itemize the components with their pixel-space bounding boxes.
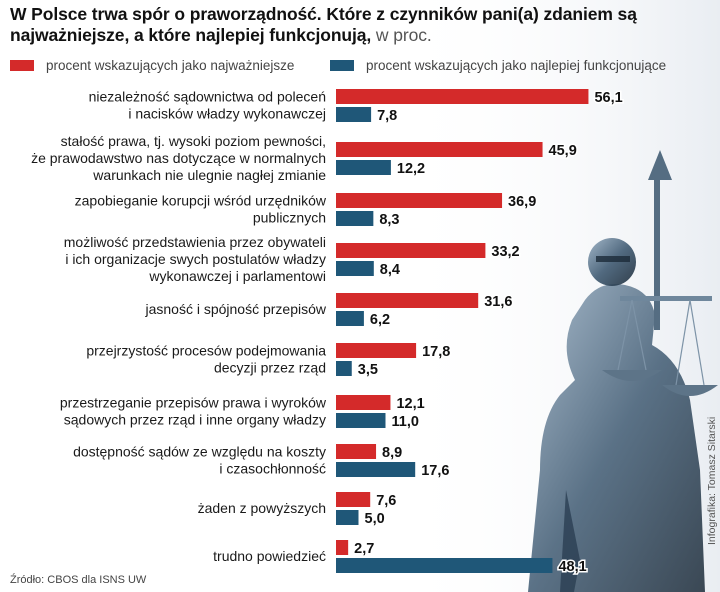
bar-functioning — [336, 311, 364, 326]
category-row: przestrzeganie przepisów prawa i wyroków… — [60, 395, 426, 432]
category-label: wykonawczej i parlamentowi — [148, 268, 326, 284]
value-label-functioning: 8,3 — [379, 212, 399, 228]
bar-important — [336, 193, 503, 208]
legend-item-important: procent wskazujących jako najważniejsze — [10, 58, 294, 73]
category-label: przestrzeganie przepisów prawa i wyroków — [60, 395, 327, 411]
category-row: zapobieganie korupcji wśród urzędnikówpu… — [75, 193, 538, 230]
bar-functioning — [336, 261, 374, 276]
chart-title-main: W Polsce trwa spór o praworządność. Któr… — [10, 4, 637, 45]
value-label-important: 36,9 — [508, 194, 536, 210]
bar-important — [336, 293, 479, 308]
value-label-important: 45,9 — [549, 143, 577, 159]
category-label: jasność i spójność przepisów — [144, 301, 326, 317]
category-label: decyzji przez rząd — [214, 360, 326, 376]
category-label: możliwość przedstawienia przez obywateli — [64, 234, 326, 250]
category-label: zapobieganie korupcji wśród urzędników — [75, 193, 327, 209]
bar-important — [336, 540, 349, 555]
value-label-functioning: 6,2 — [370, 312, 390, 328]
category-label: publicznych — [253, 210, 326, 226]
category-row: przejrzystość procesów podejmowaniadecyz… — [86, 343, 452, 380]
value-label-functioning: 5,0 — [365, 511, 385, 527]
category-row: jasność i spójność przepisów 31,6 6,2 — [144, 293, 513, 330]
chart-title-unit: w proc. — [371, 25, 432, 45]
bar-important — [336, 395, 391, 410]
value-label-functioning: 17,6 — [421, 463, 449, 479]
category-row: możliwość przedstawienia przez obywateli… — [64, 234, 521, 284]
bar-functioning — [336, 211, 374, 226]
bar-important — [336, 444, 377, 459]
bar-important — [336, 142, 543, 157]
category-label: i ich organizacje swych postulatów władz… — [65, 251, 326, 267]
bar-functioning — [336, 558, 553, 573]
category-label: i czasochłonność — [219, 461, 326, 477]
category-label: sądowych przez rząd i inne organy władzy — [64, 412, 326, 428]
value-label-important: 31,6 — [484, 294, 512, 310]
category-label: niezależność sądownictwa od poleceń — [89, 89, 326, 105]
category-label: stałość prawa, tj. wysoki poziom pewnośc… — [61, 133, 326, 149]
legend-swatch-important — [10, 60, 34, 71]
value-label-important: 2,7 — [354, 541, 374, 557]
legend-label-functioning: procent wskazujących jako najlepiej funk… — [366, 58, 667, 73]
value-label-functioning: 3,5 — [358, 362, 378, 378]
category-label: trudno powiedzieć — [213, 548, 326, 564]
value-label-important: 8,9 — [382, 445, 402, 461]
bar-important — [336, 343, 417, 358]
category-label: warunkach nie ulegnie nagłej zmianie — [92, 167, 326, 183]
source-note: Źródło: CBOS dla ISNS UW — [10, 574, 147, 586]
category-row: żaden z powyższych 7,6 5,0 — [198, 492, 398, 529]
value-label-important: 17,8 — [422, 344, 450, 360]
category-label: przejrzystość procesów podejmowania — [86, 343, 326, 359]
bar-functioning — [336, 107, 372, 122]
category-row: stałość prawa, tj. wysoki poziom pewnośc… — [31, 133, 578, 183]
value-label-important: 7,6 — [376, 493, 396, 509]
bar-important — [336, 492, 371, 507]
value-label-functioning: 7,8 — [377, 108, 397, 124]
legend-item-functioning: procent wskazujących jako najlepiej funk… — [330, 58, 666, 73]
bar-important — [336, 243, 486, 258]
legend-swatch-functioning — [330, 60, 354, 71]
bar-functioning — [336, 462, 416, 477]
chart-title: W Polsce trwa spór o praworządność. Któr… — [10, 4, 710, 46]
bar-functioning — [336, 510, 359, 525]
value-label-important: 12,1 — [396, 396, 424, 412]
value-label-important: 33,2 — [491, 244, 519, 260]
category-label: dostępność sądów ze względu na koszty — [73, 444, 326, 460]
category-label: że prawodawstwo nas dotyczące w normalny… — [31, 150, 326, 166]
value-label-important: 56,1 — [594, 90, 622, 106]
bar-important — [336, 89, 589, 104]
value-label-functioning: 11,0 — [392, 414, 419, 430]
value-label-functioning: 12,2 — [397, 161, 425, 177]
value-label-functioning: 8,4 — [380, 262, 400, 278]
bar-functioning — [336, 160, 391, 175]
bar-functioning — [336, 413, 386, 428]
infographic-credit: Infografika: Tomasz Sitarski — [706, 416, 718, 545]
category-row: trudno powiedzieć 2,7 48,1 — [213, 540, 588, 577]
category-label: żaden z powyższych — [198, 500, 326, 516]
category-label: i nacisków władzy wykonawczej — [128, 106, 326, 122]
bar-functioning — [336, 361, 352, 376]
legend-label-important: procent wskazujących jako najważniejsze — [46, 58, 295, 73]
value-label-functioning: 48,1 — [558, 559, 586, 575]
